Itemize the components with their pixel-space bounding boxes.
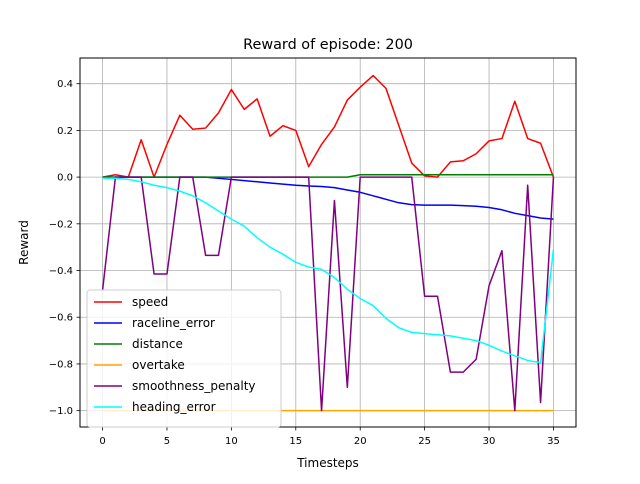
legend-label: overtake: [132, 358, 185, 372]
x-tick-label: 20: [354, 436, 367, 447]
series-line-heading-error: [102, 177, 555, 364]
x-tick-label: 0: [99, 436, 105, 447]
y-tick-label: 0.0: [57, 173, 73, 184]
series-lines: [101, 74, 555, 412]
legend-label: smoothness_penalty: [132, 379, 256, 393]
axis-ticks: 0 5 10 15 20 25 30 35 −1.0 −0.8 −0.6 −0.4 −0.2 0.0 0.2…: [49, 79, 560, 447]
x-tick-label: 35: [547, 436, 560, 447]
legend-label: speed: [132, 295, 168, 309]
legend-label: raceline_error: [132, 316, 215, 330]
plot-frame: [79, 57, 577, 428]
y-tick-label: 0.2: [57, 126, 73, 137]
x-axis-label: Timesteps: [296, 456, 359, 470]
y-tick-label: −0.8: [49, 359, 73, 370]
y-tick-label: −0.2: [49, 219, 73, 230]
legend-label: heading_error: [132, 400, 216, 414]
y-tick-label: −0.6: [49, 313, 73, 324]
series-line-speed: [102, 74, 555, 178]
x-tick-label: 10: [225, 436, 238, 447]
y-axis-label: Reward: [17, 220, 31, 265]
chart-title: Reward of episode: 200: [243, 37, 413, 53]
x-tick-label: 25: [418, 436, 431, 447]
legend-label: distance: [132, 337, 183, 351]
x-tick-label: 30: [483, 436, 496, 447]
legend-box: [86, 289, 282, 428]
legend: speed raceline_error distance overtake smoot…: [86, 289, 282, 428]
series-line-distance: [102, 174, 554, 178]
series-line-smoothness-penalty: [101, 176, 555, 412]
x-tick-label: 15: [289, 436, 302, 447]
y-tick-label: 0.4: [57, 79, 73, 90]
x-tick-label: 5: [164, 436, 170, 447]
y-tick-label: −0.4: [49, 266, 73, 277]
y-tick-label: −1.0: [49, 406, 73, 417]
